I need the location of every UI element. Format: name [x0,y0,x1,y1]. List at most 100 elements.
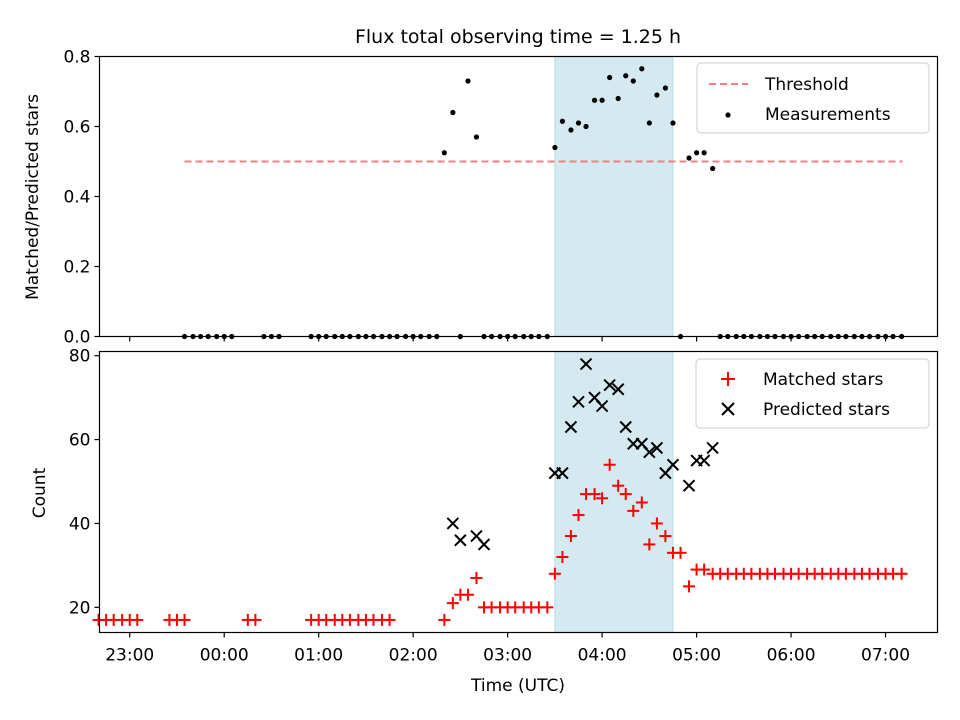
x-tick-label: 07:00 [861,646,910,666]
measurement-point [615,95,621,102]
measurement-point [568,127,574,133]
measurement-point [607,74,613,81]
matched-star-point [895,567,908,580]
plot-frame [98,350,939,634]
measurement-point [623,73,629,79]
star-count-panel: 20 40 60 80 23:00 00:00 01:00 02:00 03:00 04:00 0… [30,347,939,696]
measurement-point [630,78,636,84]
x-tick-label: 04:00 [578,646,627,666]
matched-star-point [588,488,601,501]
predicted-star-point [643,445,656,459]
y-tick-label: 0.2 [63,258,90,278]
matched-star-point [650,517,663,530]
matched-star-point [635,496,648,509]
flux-ratio-panel: Flux total observing time = 1.25 h 0.00.… [23,26,939,348]
measurement-point [701,150,707,156]
predicted-star-point [706,441,719,455]
x-tick-label: 01:00 [294,646,343,666]
matched-star-point [383,613,396,626]
legend-matched-label: Matched stars [763,370,883,390]
predicted-star-point [619,420,632,434]
measurement-point [639,66,645,72]
predicted-star-point [603,378,616,392]
matched-star-point [619,488,632,501]
measurement-point [599,97,605,103]
matched-star-point [698,563,711,576]
predicted-star-point [579,357,593,371]
measurement-point [646,120,652,126]
legend-measurements-swatch [725,112,731,118]
legend-box [695,358,930,429]
matched-star-point [596,492,609,505]
measurement-point [450,109,456,116]
y-axis-label: Count [30,467,50,518]
predicted-star-point [682,479,696,492]
matched-star-point [683,580,696,593]
predicted-star-point [666,458,680,471]
measurement-point [441,150,447,156]
y-tick-label: 0.6 [63,118,90,138]
predicted-star-point [477,538,491,551]
measurement-point [552,144,558,151]
measurement-point [654,92,660,98]
x-axis-ticks: 23:00 00:00 01:00 02:00 03:00 04:00 05:00 06:00… [105,632,910,666]
measurement-point [559,118,566,124]
legend-threshold-label: Threshold [764,75,849,95]
predicted-star-point [446,517,460,530]
measurement-point [710,165,716,172]
shaded-interval [554,56,674,337]
measurement-point [575,120,582,126]
x-axis-label: Time (UTC) [470,676,565,696]
legend: Matched stars Predicted stars [695,358,930,429]
matched-star-point [548,567,561,580]
y-tick-label: 60 [69,431,91,451]
measurement-point [662,85,669,91]
measurement-point [670,120,676,126]
chart-title: Flux total observing time = 1.25 h [355,26,681,48]
y-tick-label: 40 [69,514,91,534]
matched-star-point [627,504,640,517]
legend-predicted-swatch [721,402,735,416]
legend-matched-swatch [721,372,735,386]
y-axis-ticks: 0.0 0.2 0.4 0.6 0.8 [63,48,100,348]
measurement-point [473,134,480,140]
matched-star-point [674,546,687,559]
measurement-points [181,66,905,340]
matched-star-point [446,597,459,610]
predicted-star-point [697,454,711,467]
measurement-point [583,123,589,130]
matched-star-point [612,479,625,492]
predicted-star-point [572,395,585,409]
predicted-star-point [650,441,664,455]
x-tick-label: 23:00 [105,646,154,666]
legend-box [696,62,930,134]
measurement-point [686,155,692,161]
y-tick-label: 0.0 [63,328,90,348]
x-tick-label: 05:00 [672,646,721,666]
legend-predicted-label: Predicted stars [763,400,890,420]
matched-star-point [541,601,554,614]
count-points [92,357,908,626]
matched-star-point [461,588,474,601]
x-tick-label: 02:00 [389,646,438,666]
y-axis-ticks: 20 40 60 80 [69,347,100,618]
matched-star-point [659,530,672,543]
matched-star-point [470,571,483,584]
predicted-star-point [595,399,609,413]
y-tick-label: 0.8 [63,48,90,68]
matched-star-point [643,538,656,551]
y-tick-label: 80 [69,347,91,367]
matched-star-point [131,613,144,626]
x-axis-ticks [129,336,887,342]
matched-star-point [564,530,577,543]
legend: Threshold Measurements [696,62,930,134]
legend-measurements-label: Measurements [765,105,891,125]
measurement-point [693,150,700,156]
measurement-point [591,97,598,103]
y-tick-label: 0.4 [63,188,90,208]
y-axis-label: Matched/Predicted stars [23,94,43,300]
matched-star-point [178,613,191,626]
x-tick-label: 06:00 [767,646,816,666]
x-tick-label: 03:00 [483,646,532,666]
